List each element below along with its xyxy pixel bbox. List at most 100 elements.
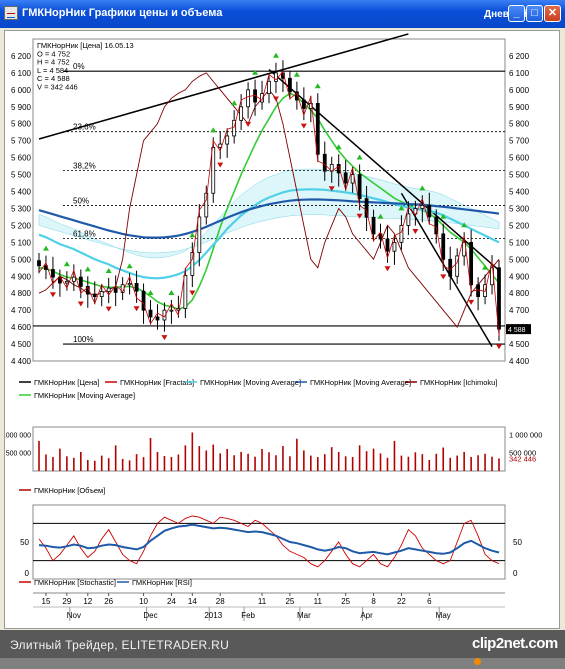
candle-body	[260, 93, 264, 103]
time-axis-day-label: 14	[188, 597, 197, 606]
price-axis-tick-right: 5 400	[509, 188, 530, 197]
legend-label: ГМКНорНик [Ichimoku]	[420, 378, 497, 387]
price-axis-tick-right: 5 300	[509, 204, 530, 213]
fractal-up-marker	[147, 290, 154, 296]
fractal-up-marker	[419, 185, 426, 191]
chart-app-icon	[4, 6, 18, 20]
fractal-up-marker	[314, 83, 321, 89]
candle-body	[476, 284, 480, 298]
candle-body	[497, 267, 501, 330]
candle-body	[427, 205, 432, 218]
candle-body	[371, 216, 376, 235]
price-axis-tick-left: 6 100	[11, 69, 32, 78]
time-axis-day-label: 6	[427, 597, 432, 606]
fractal-down-marker	[356, 213, 363, 219]
price-axis-tick-left: 5 500	[11, 171, 32, 180]
oscillator-line	[38, 523, 500, 556]
oscillator-plot-area	[32, 504, 506, 580]
fractal-up-marker	[293, 71, 300, 77]
candle-body	[225, 135, 230, 145]
candle-body	[288, 77, 292, 93]
watermark-text: Элитный Трейдер, ELITETRADER.RU	[10, 638, 230, 652]
candle-body	[434, 216, 439, 235]
fractal-up-marker	[126, 263, 133, 269]
candle-body	[134, 282, 139, 292]
time-axis-period-label: Apr	[360, 611, 373, 620]
logo-dot-icon	[474, 657, 481, 665]
candle-body	[406, 213, 411, 226]
candle-body	[399, 225, 404, 243]
fib-level-label: 100%	[73, 335, 93, 344]
fib-level-label: 23,6%	[73, 123, 96, 132]
volume-axis-tick-right: 500 000	[509, 449, 536, 458]
fractal-down-marker	[412, 228, 419, 234]
price-info-line: O = 4 752	[37, 49, 70, 58]
price-axis-tick-left: 4 600	[11, 323, 32, 332]
oscillator-axis-tick-left: 0	[25, 569, 30, 578]
price-axis-tick-right: 4 500	[509, 340, 530, 349]
candle-body	[267, 80, 271, 94]
last-price-label: 4 588	[508, 327, 526, 334]
close-button[interactable]: ✕	[544, 5, 561, 22]
price-axis-tick-right: 5 800	[509, 120, 530, 129]
candle-body	[183, 275, 188, 309]
fractal-up-marker	[210, 127, 217, 133]
price-axis-tick-left: 5 400	[11, 188, 32, 197]
fib-level-label: 38,2%	[73, 162, 96, 171]
minimize-button[interactable]: _	[508, 5, 525, 22]
fractal-up-marker	[440, 213, 447, 219]
candle-body	[127, 282, 132, 286]
candle-body	[141, 290, 146, 311]
oscillator-axis-tick-right: 50	[513, 538, 522, 547]
fractals-line	[38, 70, 500, 336]
trendline	[400, 192, 493, 347]
legend-label: ГМКНорНик [Moving Average]	[200, 378, 301, 387]
volume-last-label: 342 446	[509, 454, 536, 463]
chart-panel[interactable]: 6 200 6 200 6 100 6 100 6 000 6 000 5 900 5 900…	[4, 30, 560, 629]
maximize-button[interactable]: □	[526, 5, 543, 22]
candle-body	[113, 287, 118, 293]
title-bar[interactable]: ГМКНорНик Графики цены и объема Дневной …	[0, 0, 565, 28]
candle-body	[51, 269, 55, 278]
fractal-down-marker	[217, 162, 224, 168]
time-axis-day-label: 12	[83, 597, 92, 606]
candle-body	[78, 276, 83, 287]
time-axis-day-label: 15	[42, 597, 51, 606]
candle-body	[58, 276, 62, 284]
price-info-line: V = 342 446	[37, 83, 78, 92]
candle-body	[64, 280, 69, 284]
fractal-down-marker	[189, 290, 196, 296]
price-axis-tick-left: 5 800	[11, 120, 32, 129]
fractal-up-marker	[398, 205, 405, 211]
candle-body	[92, 293, 97, 297]
fib-level-label: 61,8%	[73, 230, 96, 239]
fractal-up-marker	[168, 290, 175, 296]
price-info-line: L = 4 584	[37, 66, 68, 75]
footer-bar: Элитный Трейдер, ELITETRADER.RU clip2net…	[0, 630, 565, 665]
candle-body	[392, 241, 397, 252]
price-axis-tick-left: 5 300	[11, 204, 32, 213]
period-label[interactable]: Дневной	[484, 9, 528, 20]
fib-level-label: 0%	[73, 62, 85, 71]
price-axis-tick-left: 5 900	[11, 103, 32, 112]
oscillator-legend-label: ГМКНорНик [RSI]	[132, 578, 192, 587]
price-axis-tick-right: 6 000	[509, 86, 530, 95]
candle-body	[308, 103, 313, 109]
candle-body	[420, 205, 425, 209]
time-axis-day-label: 25	[341, 597, 350, 606]
candle-body	[176, 308, 181, 311]
last-price-box	[506, 324, 531, 335]
time-axis-day-label: 10	[139, 597, 148, 606]
oscillator-line	[38, 515, 500, 568]
candle-body	[301, 99, 306, 109]
time-axis-day-label: 28	[216, 597, 225, 606]
price-axis-tick-right: 6 200	[509, 52, 530, 61]
time-axis-period-label: Feb	[241, 611, 255, 620]
fractal-up-marker	[231, 100, 238, 106]
fractal-up-marker	[189, 232, 196, 238]
fractal-up-marker	[105, 268, 112, 274]
time-axis-period-label: Mar	[297, 611, 311, 620]
candle-body	[448, 258, 453, 277]
